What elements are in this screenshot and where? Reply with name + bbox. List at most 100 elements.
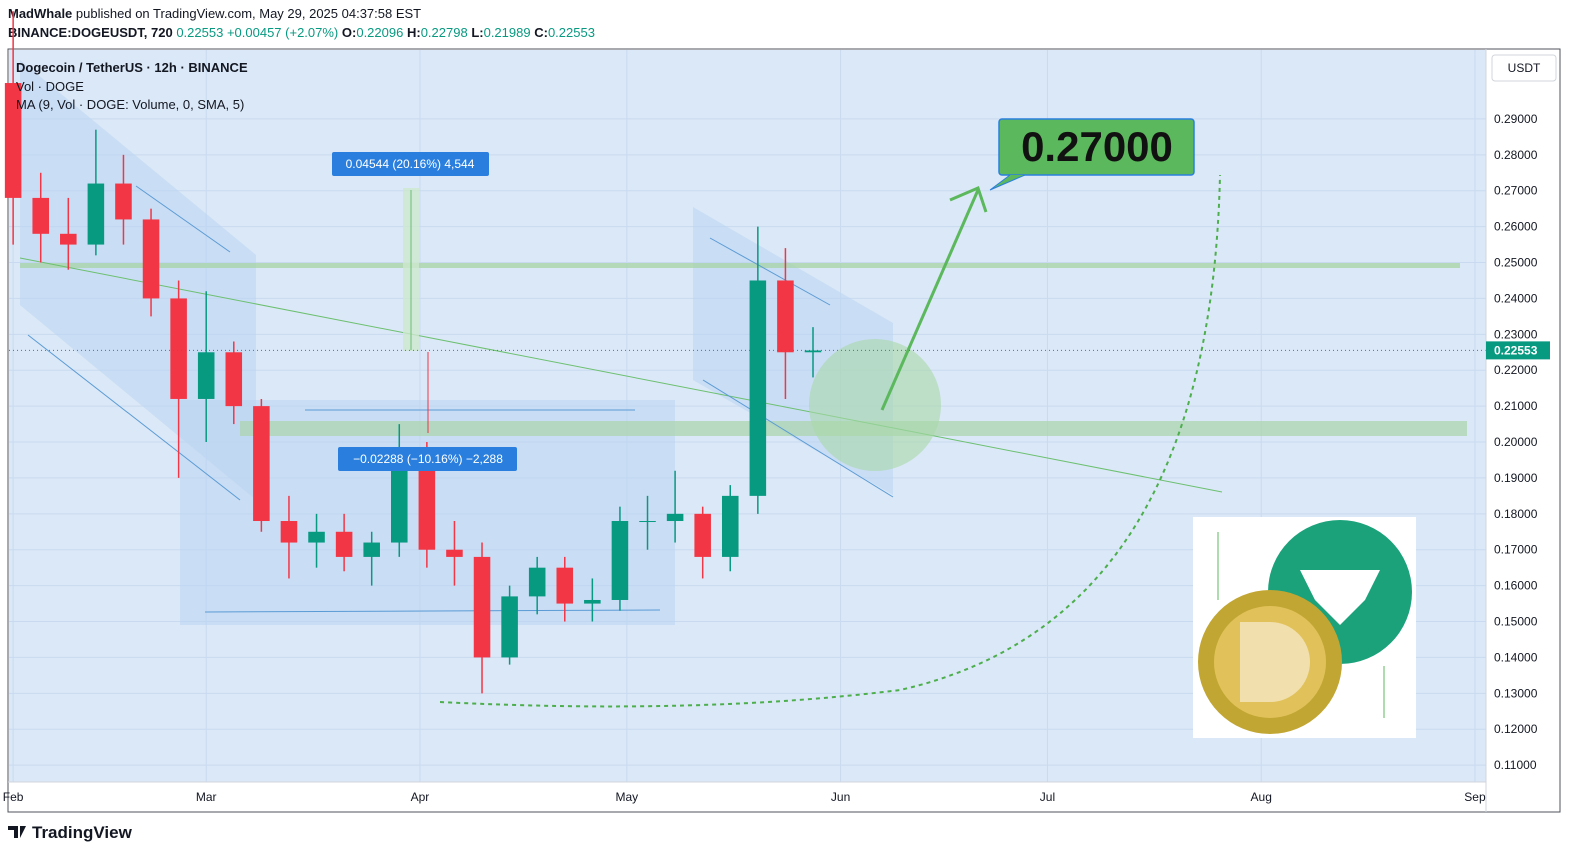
candle-body	[584, 599, 601, 604]
candle-body	[666, 513, 684, 522]
circle	[809, 339, 941, 471]
y-tick-label: 0.26000	[1494, 220, 1538, 234]
legend-item: Vol · DOGE	[16, 79, 84, 94]
candle-body	[363, 542, 380, 557]
o: 0.22096	[356, 25, 404, 40]
l-label: L:	[471, 25, 484, 40]
target-pointer	[989, 174, 1026, 191]
publish-line: MadWhale published on TradingView.com, M…	[8, 6, 421, 21]
candle-body	[611, 521, 629, 600]
h-label: H:	[406, 25, 421, 40]
candle-body	[60, 233, 77, 245]
y-tick-label: 0.23000	[1494, 327, 1538, 341]
axes: 0.11000 0.12000 0.13000 0.14000 0.15000 0.160…	[3, 49, 1550, 812]
c: 0.22553	[547, 25, 595, 40]
last: 0.22553	[176, 25, 224, 40]
last-price-label: 0.22553	[1494, 343, 1538, 357]
candle-body	[749, 280, 767, 496]
y-tick-label: 0.19000	[1494, 471, 1538, 485]
candle-body	[721, 495, 739, 557]
arrow	[702, 379, 894, 498]
y-tick-label: 0.22000	[1494, 363, 1538, 377]
target-label: 0.27000	[1021, 123, 1173, 170]
arrowhead	[949, 185, 988, 213]
candle-body	[446, 549, 463, 557]
candle-body	[32, 197, 49, 234]
o-label: O:	[341, 25, 357, 40]
candle-body	[556, 567, 574, 604]
candle-body	[308, 531, 325, 543]
candle-body	[253, 406, 270, 522]
y-tick-label: 0.27000	[1494, 184, 1538, 198]
dashed-curve	[439, 174, 1221, 708]
x-tick-label: Feb	[3, 790, 24, 804]
h: 0.22798	[420, 25, 468, 40]
trend-line	[19, 257, 1223, 493]
y-tick-label: 0.24000	[1494, 291, 1538, 305]
candle-body	[501, 596, 518, 658]
candle-body	[528, 567, 546, 597]
c-label: C:	[534, 25, 548, 40]
legend-title: Dogecoin / TetherUS · 12h · BINANCE	[16, 60, 248, 75]
candle-body	[473, 556, 491, 658]
resistance-zone	[20, 263, 1460, 268]
l: 0.21989	[483, 25, 531, 40]
y-tick-label: 0.13000	[1494, 686, 1538, 700]
candle-body	[87, 183, 105, 245]
x-tick-label: Sep	[1464, 790, 1486, 804]
y-tick-label: 0.29000	[1494, 112, 1538, 126]
candle-body	[391, 449, 408, 543]
change: +0.00457 (+2.07%)	[226, 25, 339, 40]
x-tick-label: Apr	[411, 790, 430, 804]
measure-down-label-bg	[338, 447, 517, 471]
target-arrow	[880, 189, 980, 411]
y-tick-label: 0.28000	[1494, 148, 1538, 162]
measure-down-label: −0.02288 (−10.16%) −2,288	[353, 452, 503, 466]
target-label-bg	[998, 118, 1195, 176]
x-tick-label: May	[615, 790, 638, 804]
y-tick-label: 0.14000	[1494, 650, 1538, 664]
candle-body	[170, 298, 187, 399]
currency-button[interactable]	[1491, 54, 1557, 82]
candle-body	[4, 83, 22, 198]
legend-item: MA (9, Vol · DOGE: Volume, 0, SMA, 5)	[16, 97, 244, 112]
x-tick-label: Jun	[831, 790, 850, 804]
y-tick-label: 0.21000	[1494, 399, 1538, 413]
y-tick-label: 0.25000	[1494, 256, 1538, 270]
y-tick-label: 0.16000	[1494, 579, 1538, 593]
tether-mark	[1300, 570, 1380, 625]
candle-body	[804, 350, 822, 353]
logo	[1193, 517, 1416, 738]
x-tick-label: Aug	[1251, 790, 1272, 804]
brand-icon	[8, 826, 26, 838]
y-tick-label: 0.11000	[1494, 758, 1537, 772]
y-tick-label: 0.18000	[1494, 507, 1538, 521]
candle-body	[418, 449, 436, 550]
candle-body	[335, 531, 353, 557]
symbol-line: BINANCE:DOGEUSDT, 720 0.22553 +0.00457 (…	[8, 25, 595, 40]
brand: TradingView	[32, 823, 133, 842]
y-tick-label: 0.20000	[1494, 435, 1538, 449]
author: MadWhale	[8, 6, 73, 21]
x-tick-label: Jul	[1040, 790, 1055, 804]
candle-body	[142, 219, 160, 299]
candle-body	[639, 521, 656, 523]
y-tick-label: 0.12000	[1494, 722, 1538, 736]
arrow	[27, 334, 241, 501]
arrow	[204, 609, 661, 613]
measure-up-label: 0.04544 (20.16%) 4,544	[346, 157, 475, 171]
measure-up-label-bg	[332, 152, 489, 176]
candle-body	[115, 183, 132, 220]
arrow	[135, 185, 231, 253]
candles	[4, 11, 1486, 694]
published: published on TradingView.com, May 29, 20…	[75, 6, 422, 21]
y-tick-label: 0.17000	[1494, 543, 1538, 557]
candle-body	[225, 352, 243, 407]
symbol: BINANCE:DOGEUSDT, 720	[8, 25, 173, 40]
candle-body	[777, 280, 794, 353]
arrow	[709, 237, 831, 306]
channel	[20, 60, 256, 500]
candle-body	[280, 521, 298, 543]
